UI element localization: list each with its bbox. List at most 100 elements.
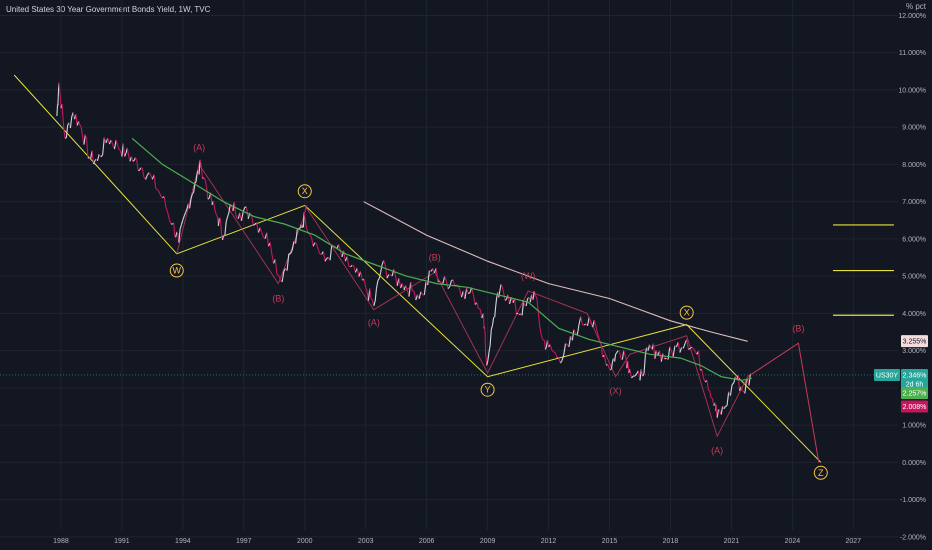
price-segment [624,353,627,358]
x-tick-label: 2009 [480,538,496,545]
x-tick-label: 2021 [724,538,740,545]
price-segment [442,276,446,284]
price-segment [102,137,105,156]
price-segment [614,354,617,362]
price-segment [291,241,295,251]
price-segment [378,272,382,279]
price-segment [281,271,285,283]
price-segment [427,270,430,286]
price-segment [543,340,547,350]
price-segment [580,316,583,325]
price-segment [726,391,730,406]
price-segment [499,284,502,292]
price-segment [487,351,490,362]
price-segment [163,196,167,208]
price-segment [615,351,618,355]
price-segment [383,260,386,266]
price-segment [235,214,238,219]
price-segment [199,159,202,165]
price-segment [521,301,525,316]
price-segment [586,316,590,327]
price-segment [168,219,172,225]
price-segment [207,197,210,200]
wave-label-red: (A) [711,445,723,455]
price-segment [593,320,597,327]
price-segment [173,222,176,237]
wave-label-orange: Y [485,385,491,395]
price-segment [649,344,652,347]
price-segment [384,264,388,279]
price-segment [691,346,694,350]
price-segment [466,288,469,294]
price-tag-bg [901,400,928,413]
price-segment [370,298,373,301]
price-segment [468,292,471,295]
price-segment [516,312,519,315]
price-segment [113,139,117,150]
price-segment [353,265,357,273]
price-segment [549,344,553,351]
price-segment [206,187,209,200]
price-segment [377,278,380,281]
price-segment [489,329,492,346]
price-segment [226,212,230,218]
price-segment [737,375,741,391]
price-segment [514,299,517,315]
price-segment [652,343,656,359]
price-segment [711,398,715,406]
price-segment [519,313,522,316]
x-tick-label: 2000 [297,538,313,545]
price-segment [191,191,195,195]
price-segment [271,254,275,264]
price-segment [63,130,66,139]
ma-fast-line [131,137,752,382]
price-segment [532,290,535,300]
price-segment [540,333,544,340]
price-segment [136,160,139,171]
price-segment [103,137,107,144]
price-segment [706,380,709,391]
price-segment [494,306,497,318]
price-segment [689,346,693,349]
price-segment [588,316,592,324]
price-segment [91,150,95,165]
wave-label-circle [297,184,312,199]
price-segment [190,193,193,200]
price-segment [405,285,408,291]
wave-label-orange: X [684,308,690,318]
price-segment [75,114,78,126]
price-segment [225,216,229,222]
price-segment [733,376,737,383]
price-segment [576,324,580,336]
price-segment [565,343,568,345]
price-tag-label: 2.008% [903,404,927,411]
price-segment [69,116,73,129]
price-segment [158,191,162,197]
price-segment [718,408,721,412]
price-segment [92,160,96,165]
price-segment [375,280,379,289]
price-segment [386,274,390,279]
price-segment [380,264,383,273]
price-segment [240,212,244,222]
price-segment [610,368,612,371]
price-segment [78,121,81,126]
price-segment [701,369,705,379]
price-segment [517,312,520,316]
price-segment [86,139,89,159]
price-segment [394,275,398,286]
y-tick-label: 6.000% [902,236,926,243]
price-segment [546,340,550,347]
price-segment [183,212,187,217]
price-segment [655,350,659,356]
price-segment [224,221,227,237]
price-segment [107,138,110,145]
price-segment [592,320,595,328]
price-segment [501,287,505,295]
x-tick-label: 2003 [358,538,374,545]
price-segment [165,207,169,213]
price-segment [490,325,494,330]
ma-slow-line [363,201,748,342]
price-segment [664,357,667,360]
